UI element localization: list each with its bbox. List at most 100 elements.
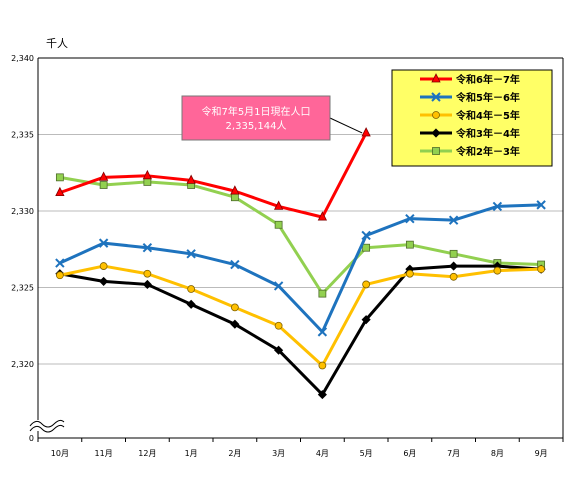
data-point [186,249,196,259]
x-tick-label: 5月 [360,449,373,458]
data-point [362,280,371,289]
data-point [493,266,502,275]
series-3 [55,262,546,370]
data-point [448,215,459,225]
data-point [143,269,152,278]
data-point [230,303,239,312]
data-point [405,213,415,224]
series-2 [55,200,546,337]
data-point [318,361,327,370]
legend-swatch-marker [431,128,441,138]
annotation-callout-line [329,117,363,134]
legend-item: 令和5年－6年 [420,91,520,104]
data-point [55,186,65,197]
data-point [230,319,240,329]
legend-item: 令和2年－3年 [420,145,520,158]
data-point [449,249,458,258]
data-point [273,200,284,210]
series-5 [55,173,546,298]
data-point [142,243,153,253]
data-point [318,289,327,298]
legend-swatch-marker [431,73,441,83]
data-point [99,181,108,189]
series-4 [55,261,546,400]
x-tick-label: 9月 [535,449,548,458]
series-line [59,132,368,219]
data-point [143,178,152,186]
data-point [361,127,371,137]
series-line [59,203,542,334]
data-point [99,262,108,270]
data-point [142,279,152,290]
data-point [55,271,64,280]
legend-label: 令和3年－4年 [455,127,520,140]
legend-box [391,69,553,167]
data-point [98,171,109,181]
data-point [492,201,503,212]
y-tick-label: 2,335 [11,131,34,140]
data-point [449,272,458,281]
annotation-text-line1: 令和7年5月1日現在人口 [201,105,310,118]
y-tick-label: 2,340 [11,54,34,63]
x-tick-label: 12月 [138,449,156,458]
x-tick-label: 7月 [447,449,460,458]
data-point [405,240,414,249]
data-point [186,174,196,184]
data-point [274,321,283,330]
data-point [230,185,240,195]
data-point [142,169,153,180]
data-point [273,281,284,291]
y-unit-label: 千人 [46,37,68,50]
x-tick-label: 1月 [185,449,198,458]
y-tick-label: 2,325 [11,284,34,293]
annotation-text-line2: 2,335,144人 [226,120,287,132]
tick-labels: 2,340 2,335 2,330 2,325 2,320 0 10月 11月 12月 1月 2月 3… [11,54,548,458]
data-point [536,200,546,210]
axis-break-symbol [29,419,65,428]
data-point [274,220,283,229]
data-point [317,390,327,400]
y-tick-label: 2,330 [11,207,34,216]
data-point [317,327,328,337]
data-point [230,193,239,202]
data-point [361,315,371,325]
legend-item: 令和4年－5年 [420,109,520,122]
series-line [59,175,542,296]
axis-break-symbol [29,424,65,433]
series-line [59,264,542,368]
data-point [449,261,459,271]
data-point [187,285,196,293]
x-tick-label: 11月 [95,449,113,458]
data-point [405,269,414,278]
legend-label: 令和6年－7年 [455,73,520,86]
x-tick-label: 6月 [403,449,416,458]
x-tick-label: 8月 [491,449,504,458]
x-tick-label: 10月 [51,449,69,458]
legend-swatch-marker [431,92,441,102]
data-point [230,259,240,270]
data-point [98,238,109,248]
data-point [186,299,196,309]
legend-label: 令和4年－5年 [455,109,520,122]
data-point [99,276,109,286]
annotation: 令和7年5月1日現在人口 2,335,144人 [181,95,363,141]
legend-item: 令和6年－7年 [420,73,520,86]
data-point [55,258,65,268]
data-point [55,173,64,182]
series-1 [55,127,371,221]
legend-swatch-marker [432,111,440,119]
legend-label: 令和2年－3年 [455,145,520,158]
x-tick-label: 3月 [272,449,285,458]
series-lines [55,127,546,400]
y-tick-label-zero: 0 [29,434,34,443]
annotation-box [181,95,331,141]
y-tick-label: 2,320 [11,360,34,369]
legend-label: 令和5年－6年 [455,91,520,104]
axes [29,57,564,442]
series-line [59,264,542,397]
data-point [317,211,328,221]
data-point [537,265,546,274]
legend-swatch-marker [432,147,440,155]
